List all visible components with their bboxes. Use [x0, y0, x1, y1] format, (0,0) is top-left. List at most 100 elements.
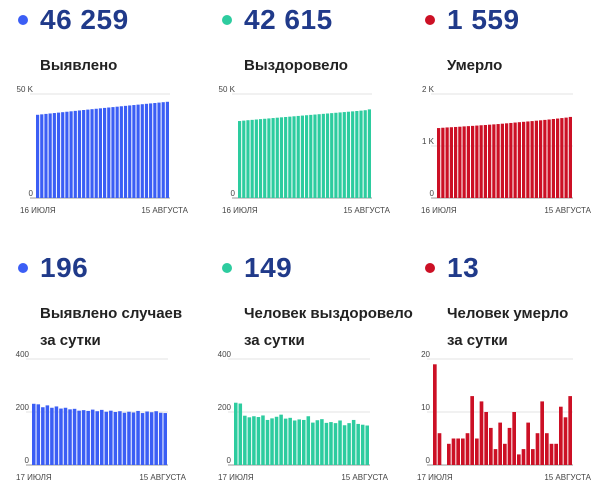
chart-bar [50, 407, 54, 465]
chart-bar [475, 438, 479, 465]
chart-bar [103, 107, 107, 198]
chart-bar [36, 114, 40, 198]
chart-bar [292, 116, 296, 198]
red-dot-icon [425, 263, 435, 273]
chart-bar [77, 110, 82, 198]
chart-bar [113, 412, 118, 465]
chart-bar [86, 410, 90, 465]
chart-bar [545, 433, 549, 465]
chart-bar [355, 111, 359, 198]
chart-bar [288, 116, 292, 198]
chart-bar [297, 419, 301, 465]
chart-bar [77, 410, 81, 465]
chart-bar [306, 416, 311, 465]
chart-bar [521, 449, 526, 465]
chart-bar [505, 123, 509, 198]
chart-bar [145, 411, 149, 465]
chart-bar [56, 112, 61, 198]
chart-bar [462, 126, 466, 198]
chart-bar [475, 125, 479, 198]
chart-bar [109, 410, 113, 465]
chart-bar [449, 127, 453, 198]
blue-dot-icon [18, 263, 28, 273]
chart-bar [479, 401, 484, 465]
chart-bar [313, 114, 317, 198]
chart-bar [136, 104, 140, 198]
chart-bar [535, 433, 540, 465]
chart-bar [568, 116, 572, 198]
chart-bar [119, 106, 123, 198]
panel-total-cases: 46 259 Выявлено [18, 2, 230, 232]
chart-bar [284, 117, 288, 198]
chart-bar [503, 443, 507, 465]
chart-bar [334, 112, 338, 198]
chart-bar [539, 120, 543, 198]
panel-total-deaths: 1 559 Умерло [425, 2, 605, 232]
y-tick-label: 1 K [422, 137, 435, 146]
chart-bar [44, 113, 48, 198]
chart-bar [234, 402, 238, 465]
chart-bar [90, 109, 94, 198]
y-tick-label: 200 [16, 403, 30, 412]
chart-bar [118, 411, 122, 465]
chart-bar [81, 410, 86, 465]
x-tick-label-start: 16 ИЮЛЯ [222, 206, 258, 215]
green-dot-icon [222, 263, 232, 273]
total-deaths-value: 1 559 [447, 4, 520, 35]
chart-bar [274, 416, 279, 465]
chart-bar [492, 124, 496, 198]
chart-bar [534, 120, 538, 198]
total-cases-label: Выявлено [40, 57, 118, 74]
chart-bar [238, 403, 243, 465]
y-tick-label: 50 K [17, 85, 34, 94]
chart-bar [82, 110, 86, 198]
chart-bar [564, 117, 568, 198]
chart-bar [302, 419, 306, 465]
chart-bar [488, 124, 492, 198]
chart-bar [65, 111, 69, 198]
blue-dot-icon [18, 15, 28, 25]
chart-bar [140, 413, 145, 465]
x-tick-label-end: 15 АВГУСТА [341, 473, 388, 482]
chart-bar [451, 438, 456, 465]
total-cases-value: 46 259 [40, 4, 129, 35]
chart-bar [144, 103, 149, 198]
chart-bar [41, 407, 45, 465]
chart-bar [479, 125, 483, 198]
y-tick-label: 0 [231, 189, 236, 198]
panel-daily-deaths: 13 Человек умерло за сутки [425, 250, 605, 480]
chart-bar [338, 112, 342, 198]
chart-bar [45, 405, 50, 465]
chart-bar [107, 107, 111, 198]
chart-bar [128, 105, 132, 198]
chart-bar [140, 104, 144, 198]
chart-bar [360, 424, 365, 465]
chart-bar [315, 420, 320, 465]
chart-bar [547, 119, 551, 198]
chart-bar [447, 443, 451, 465]
chart-bar [161, 102, 165, 198]
chart-bar [559, 406, 563, 465]
chart-bar [36, 404, 41, 465]
chart-bar [330, 113, 334, 198]
chart-bar [509, 122, 513, 198]
chart-bar [367, 109, 371, 198]
panel-daily-cases: 196 Выявлено случаев за сутки [18, 250, 230, 480]
chart-bar [540, 401, 544, 465]
chart-bar [466, 126, 470, 198]
chart-bar [256, 417, 261, 465]
chart-bar [279, 117, 284, 198]
chart-bar [149, 103, 153, 198]
chart-bar [279, 414, 283, 465]
chart-bar [437, 433, 442, 465]
chart-bar [100, 409, 104, 465]
chart-bar [90, 409, 95, 465]
chart-bar [317, 114, 321, 198]
chart-bar [433, 364, 437, 465]
chart-bar [483, 124, 487, 198]
chart-bar [526, 121, 530, 198]
chart-bar [489, 427, 493, 465]
